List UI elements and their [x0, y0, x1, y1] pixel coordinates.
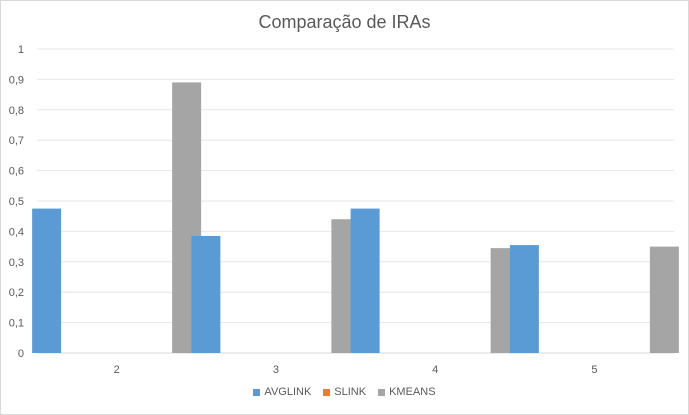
y-tick-label: 0,3 [9, 257, 24, 269]
y-tick-label: 0,9 [9, 74, 24, 86]
x-tick-label: 3 [273, 364, 279, 376]
y-tick-label: 0,4 [9, 226, 24, 238]
legend-item-kmeans: KMEANS [378, 386, 436, 398]
y-tick-label: 0,5 [9, 196, 24, 208]
bar-kmeans-5 [649, 246, 679, 353]
chart-legend: AVGLINK SLINK KMEANS [0, 386, 689, 398]
y-tick-label: 0,6 [9, 166, 24, 178]
bar-avglink-2 [32, 208, 62, 353]
y-tick-label: 0,2 [9, 287, 24, 299]
y-tick-label: 0 [18, 348, 24, 360]
bar-avglink-5 [509, 245, 539, 353]
legend-label: KMEANS [389, 386, 436, 398]
legend-item-avglink: AVGLINK [253, 386, 311, 398]
x-tick-label: 4 [432, 364, 438, 376]
chart-title: Comparação de IRAs [258, 12, 431, 32]
legend-item-slink: SLINK [323, 386, 366, 398]
legend-swatch [378, 388, 386, 396]
y-tick-label: 0,7 [9, 135, 24, 147]
bar-avglink-4 [350, 208, 380, 353]
legend-swatch [323, 388, 331, 396]
legend-label: SLINK [334, 386, 367, 398]
x-tick-label: 2 [114, 364, 120, 376]
bar-avglink-3 [191, 235, 221, 353]
y-tick-label: 0,1 [9, 318, 24, 330]
legend-swatch [253, 388, 261, 396]
legend-label: AVGLINK [264, 386, 312, 398]
y-tick-label: 1 [18, 44, 24, 56]
x-tick-label: 5 [591, 364, 597, 376]
y-tick-label: 0,8 [9, 105, 24, 117]
